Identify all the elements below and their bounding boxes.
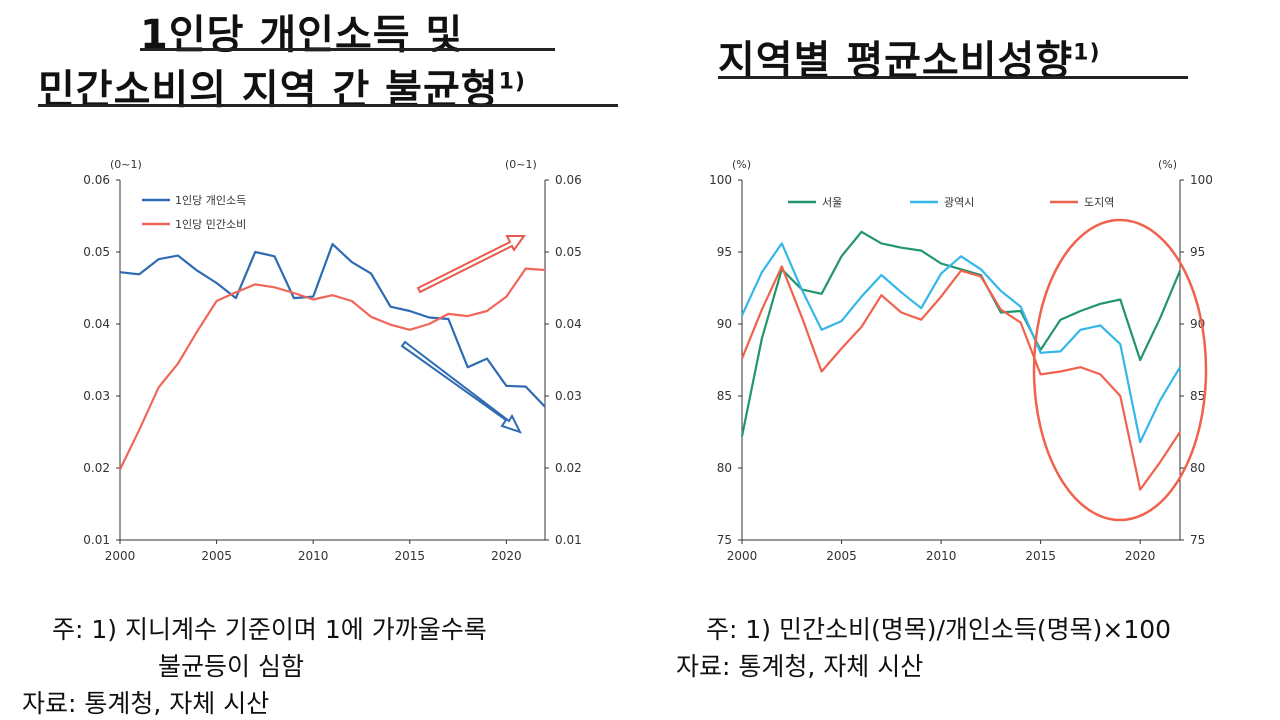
right-ytick-label-right: 85 [1190, 389, 1205, 403]
left-ytick-label-right: 0.01 [555, 533, 582, 547]
left-ytick-label-right: 0.04 [555, 317, 582, 331]
right-note-line2: 자료: 통계청, 자체 시산 [676, 652, 924, 681]
left-legend-label-income: 1인당 개인소득 [175, 194, 246, 207]
right-y-unit-right: (%) [1158, 158, 1177, 171]
left-ytick-label-left: 0.06 [83, 173, 110, 187]
left-xtick-label: 2020 [491, 549, 522, 563]
right-legend-label-seoul: 서울 [822, 196, 842, 209]
left-ytick-label-left: 0.03 [83, 389, 110, 403]
chart-left: (0~1) (0~1) 0.01 0.01 0.02 0.02 0.03 0.03 0.04… [83, 158, 582, 563]
right-xtick-label: 2010 [926, 549, 957, 563]
left-y-unit-right: (0~1) [505, 158, 537, 171]
left-ytick-label-left: 0.02 [83, 461, 110, 475]
left-ytick-label-right: 0.06 [555, 173, 582, 187]
right-xtick-label: 2000 [727, 549, 758, 563]
right-title-underline [718, 76, 1188, 79]
left-note-line1: 주: 1) 지니계수 기준이며 1에 가까울수록 [52, 615, 487, 644]
right-ytick-label-right: 75 [1190, 533, 1205, 547]
left-title-line1: 1인당 개인소득 및 [140, 12, 464, 58]
left-ytick-label-right: 0.03 [555, 389, 582, 403]
right-ytick-label-left: 90 [717, 317, 732, 331]
left-y-unit-left: (0~1) [110, 158, 142, 171]
up-arrow-annotation [416, 235, 526, 294]
right-legend-label-metro: 광역시 [944, 196, 974, 209]
left-ytick-label-left: 0.04 [83, 317, 110, 331]
right-note-line1: 주: 1) 민간소비(명목)/개인소득(명목)×100 [706, 615, 1172, 644]
left-xtick-label: 2005 [201, 549, 232, 563]
left-series-line-0 [119, 242, 546, 408]
left-ytick-label-right: 0.02 [555, 461, 582, 475]
left-note-line3: 자료: 통계청, 자체 시산 [22, 689, 270, 718]
right-series-line-1 [741, 242, 1181, 444]
left-ytick-label-right: 0.05 [555, 245, 582, 259]
left-legend-label-consumption: 1인당 민간소비 [175, 218, 246, 231]
right-ytick-label-left: 95 [717, 245, 732, 259]
right-ytick-label-right: 95 [1190, 245, 1205, 259]
right-ytick-label-left: 75 [717, 533, 732, 547]
left-title-underline1 [140, 48, 555, 51]
highlight-ellipse [1032, 218, 1208, 522]
right-ytick-label-left: 80 [717, 461, 732, 475]
right-ytick-label-right: 80 [1190, 461, 1205, 475]
right-series-line-0 [740, 230, 1182, 437]
right-ytick-label-left: 85 [717, 389, 732, 403]
left-series-line-1 [119, 267, 546, 470]
left-legend: 1인당 개인소득 1인당 민간소비 [142, 194, 246, 231]
right-xtick-label: 2015 [1025, 549, 1056, 563]
right-y-unit-left: (%) [732, 158, 751, 171]
right-ytick-label-right: 100 [1190, 173, 1213, 187]
right-ytick-label-left: 100 [709, 173, 732, 187]
right-xtick-label: 2005 [826, 549, 857, 563]
left-ytick-label-left: 0.01 [83, 533, 110, 547]
left-xtick-label: 2000 [105, 549, 136, 563]
right-xtick-label: 2020 [1125, 549, 1156, 563]
left-ytick-label-left: 0.05 [83, 245, 110, 259]
left-xtick-label: 2010 [298, 549, 329, 563]
right-legend: 서울 광역시 도지역 [788, 196, 1114, 209]
left-note-line2: 불균등이 심함 [158, 652, 304, 681]
left-xtick-label: 2015 [394, 549, 425, 563]
down-arrow-annotation [400, 340, 522, 434]
right-legend-label-province: 도지역 [1084, 196, 1114, 209]
right-series-line-2 [740, 265, 1181, 491]
left-title-underline2 [38, 104, 618, 107]
